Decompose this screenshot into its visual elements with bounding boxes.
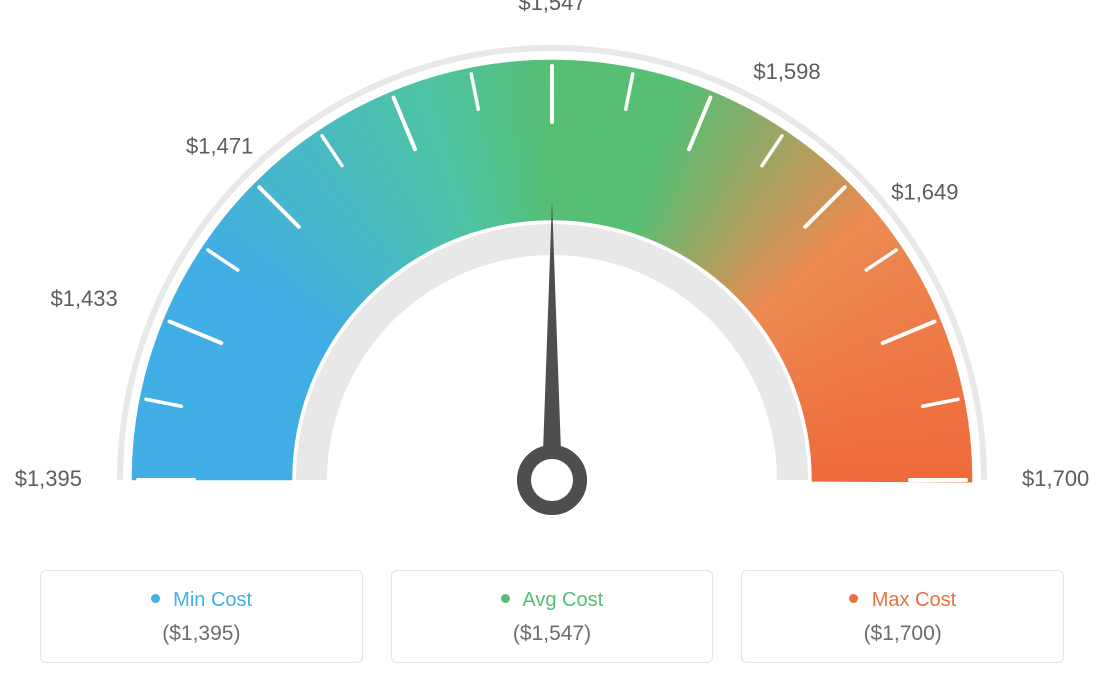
avg-label-text: Avg Cost	[522, 589, 603, 611]
avg-dot-icon	[501, 594, 510, 603]
gauge-chart: $1,395 $1,433 $1,471 $1,547 $1,598 $1,649 $1,7…	[0, 0, 1104, 570]
svg-text:$1,471: $1,471	[186, 133, 253, 158]
svg-text:$1,598: $1,598	[753, 59, 820, 84]
max-cost-value: ($1,700)	[752, 622, 1053, 646]
svg-text:$1,649: $1,649	[891, 180, 958, 205]
svg-text:$1,433: $1,433	[50, 286, 117, 311]
avg-cost-label: Avg Cost	[402, 589, 703, 612]
max-cost-label: Max Cost	[752, 589, 1053, 612]
svg-text:$1,547: $1,547	[518, 0, 585, 15]
avg-cost-value: ($1,547)	[402, 622, 703, 646]
gauge-svg: $1,395 $1,433 $1,471 $1,547 $1,598 $1,649 $1,7…	[0, 0, 1104, 570]
max-cost-card: Max Cost ($1,700)	[741, 570, 1064, 663]
cost-cards: Min Cost ($1,395) Avg Cost ($1,547) Max …	[0, 570, 1104, 663]
min-cost-label: Min Cost	[51, 589, 352, 612]
min-cost-value: ($1,395)	[51, 622, 352, 646]
svg-text:$1,700: $1,700	[1022, 466, 1089, 491]
svg-text:$1,395: $1,395	[15, 466, 82, 491]
avg-cost-card: Avg Cost ($1,547)	[391, 570, 714, 663]
min-cost-card: Min Cost ($1,395)	[40, 570, 363, 663]
min-label-text: Min Cost	[173, 589, 252, 611]
min-dot-icon	[151, 594, 160, 603]
max-dot-icon	[849, 594, 858, 603]
max-label-text: Max Cost	[872, 589, 956, 611]
